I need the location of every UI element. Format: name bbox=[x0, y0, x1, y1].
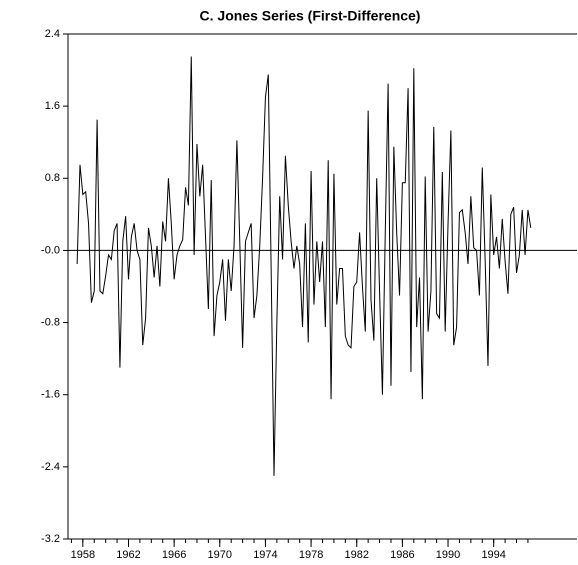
x-tick-label: 1978 bbox=[299, 549, 323, 561]
y-tick-label: -0.8 bbox=[41, 316, 60, 328]
x-tick-label: 1966 bbox=[162, 549, 186, 561]
x-tick-label: 1970 bbox=[208, 549, 232, 561]
y-tick-label: -2.4 bbox=[41, 461, 60, 473]
y-tick-label: 1.6 bbox=[45, 100, 60, 112]
y-tick-label: -1.6 bbox=[41, 389, 60, 401]
x-tick-label: 1994 bbox=[481, 549, 505, 561]
y-tick-label: -0.0 bbox=[41, 244, 60, 256]
x-tick-label: 1986 bbox=[390, 549, 414, 561]
x-tick-label: 1958 bbox=[71, 549, 95, 561]
chart-title: C. Jones Series (First-Difference) bbox=[200, 8, 421, 24]
y-tick-label: -3.2 bbox=[41, 533, 60, 545]
y-tick-label: 2.4 bbox=[45, 28, 60, 40]
x-tick-label: 1982 bbox=[344, 549, 368, 561]
x-tick-label: 1962 bbox=[116, 549, 140, 561]
series-line bbox=[76, 56, 532, 476]
x-tick-label: 1990 bbox=[436, 549, 460, 561]
y-tick-label: 0.8 bbox=[45, 172, 60, 184]
x-tick-label: 1974 bbox=[253, 549, 277, 561]
